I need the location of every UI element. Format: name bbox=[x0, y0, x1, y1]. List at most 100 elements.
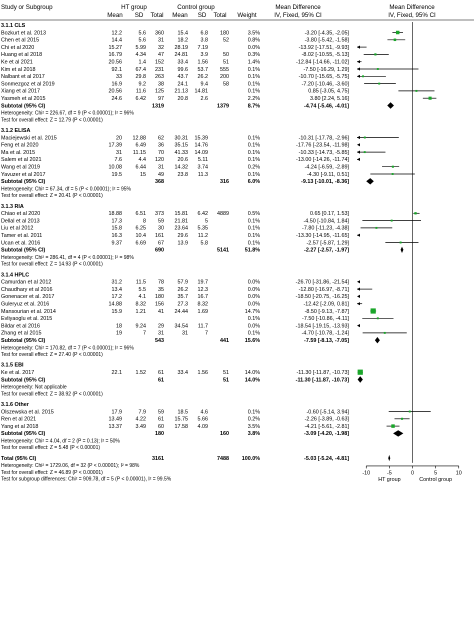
study-row-0-9-weight: 2.2% bbox=[248, 96, 260, 102]
header-total-2: Total bbox=[213, 12, 226, 19]
study-row-3-2-sd2: 16.7 bbox=[198, 294, 209, 300]
study-row-1-1-ci-line-arrow-left bbox=[357, 143, 360, 147]
study-row-5-1-mean2: 15.75 bbox=[175, 417, 189, 423]
study-row-1-1-total1: 36 bbox=[158, 143, 164, 149]
study-row-3-7-square bbox=[383, 331, 386, 334]
study-row-4-0-mean1: 22.1 bbox=[112, 370, 123, 376]
study-row-2-4-mean1: 9.37 bbox=[112, 240, 123, 246]
study-row-5-1-square bbox=[401, 417, 404, 420]
study-row-2-1-mean2: 21.81 bbox=[175, 218, 189, 224]
study-row-0-6-weight: 0.1% bbox=[248, 74, 260, 80]
study-row-2-0-mean2: 15.81 bbox=[175, 211, 189, 217]
study-row-2-4-weight: 0.1% bbox=[248, 240, 260, 246]
study-row-0-2-name: Chi et al 2020 bbox=[1, 45, 34, 51]
study-row-2-4-sd2: 5.8 bbox=[201, 240, 209, 246]
study-row-1-2-ci-line-arrow-left bbox=[357, 150, 360, 154]
study-row-1-0-mean1: 20 bbox=[116, 135, 122, 141]
study-row-2-1-mean1: 17.3 bbox=[112, 218, 123, 224]
study-row-0-0-mean2: 15.4 bbox=[178, 30, 189, 36]
study-row-0-7-square bbox=[378, 82, 381, 85]
study-row-2-4-name: Ucan et al. 2016 bbox=[1, 240, 40, 246]
study-row-2-2-mean2: 23.64 bbox=[175, 226, 189, 232]
study-row-4-0-total1: 61 bbox=[158, 370, 164, 376]
study-row-3-1-mean2: 26.2 bbox=[178, 287, 189, 293]
heterogeneity-0: Heterogeneity: Chi² = 226.67, df = 9 (P … bbox=[1, 111, 134, 117]
subgroup-title-3: 3.1.4 HPLC bbox=[1, 272, 29, 278]
study-row-0-1-mean2: 18.2 bbox=[178, 38, 189, 44]
study-row-4-0-sd2: 1.56 bbox=[198, 370, 209, 376]
header-study: Study or Subgroup bbox=[1, 4, 53, 11]
study-row-3-5-weight: 0.1% bbox=[248, 316, 260, 322]
study-row-3-4-sd2: 1.69 bbox=[198, 309, 209, 315]
subgroup-title-4: 3.1.5 EBI bbox=[1, 363, 24, 369]
study-row-1-3-mean2: 20.6 bbox=[178, 157, 189, 163]
study-row-2-3-ci-line-arrow-left bbox=[357, 233, 360, 237]
study-row-0-5-mean2: 99.6 bbox=[178, 67, 189, 73]
study-row-2-2-mean1: 15.8 bbox=[112, 226, 123, 232]
total-diamond bbox=[388, 454, 391, 462]
subtotal-row-3-total2: 441 bbox=[220, 338, 229, 344]
heterogeneity-5: Heterogeneity: Chi² = 4.04, df = 2 (P = … bbox=[1, 439, 120, 445]
overall-effect-1: Test for overall effect: Z = 20.41 (P < … bbox=[1, 193, 103, 199]
study-row-3-7-name: Zhang et al 2015 bbox=[1, 331, 41, 337]
study-row-1-2-mean1: 31 bbox=[116, 150, 122, 156]
study-row-3-3-mean2: 27.3 bbox=[178, 302, 189, 308]
study-row-3-1-total1: 35 bbox=[158, 287, 164, 293]
study-row-3-3-sd1: 8.32 bbox=[136, 302, 147, 308]
subtotal-row-2-total2: 5141 bbox=[217, 248, 229, 254]
study-row-5-2-mean1: 13.37 bbox=[109, 424, 123, 430]
study-row-0-1-sd2: 3.8 bbox=[201, 38, 209, 44]
study-row-0-4-mean2: 33.4 bbox=[178, 60, 189, 66]
header-mean-1: Mean bbox=[107, 12, 123, 19]
study-row-0-9-sd2: 2.6 bbox=[201, 96, 209, 102]
study-row-5-1-weight: 0.2% bbox=[248, 417, 260, 423]
study-row-0-0-ci: -3.20 [-4.35, -2.05] bbox=[305, 30, 350, 36]
study-row-2-3-mean1: 16.3 bbox=[112, 233, 123, 239]
subtotal-row-5-total2: 160 bbox=[220, 431, 229, 437]
study-row-5-1-sd2: 5.66 bbox=[198, 417, 209, 423]
study-row-1-2-sd1: 11.15 bbox=[133, 150, 146, 156]
study-row-1-0-total1: 62 bbox=[158, 135, 164, 141]
study-row-3-1-sd2: 12.3 bbox=[198, 287, 209, 293]
subtotal-row-5-total1: 180 bbox=[155, 431, 164, 437]
study-row-0-6-total1: 263 bbox=[155, 74, 164, 80]
study-row-1-0-name: Maciejewski et al. 2015 bbox=[1, 135, 57, 141]
study-row-2-1-square bbox=[390, 219, 393, 222]
study-row-3-2-weight: 0.0% bbox=[248, 294, 260, 300]
study-row-1-2-mean2: 41.33 bbox=[175, 150, 189, 156]
study-row-5-1-mean1: 13.49 bbox=[109, 417, 123, 423]
study-row-0-2-total1: 32 bbox=[158, 45, 164, 51]
overall-effect-2: Test for overall effect: Z = 14.93 (P < … bbox=[1, 262, 103, 268]
study-row-1-1-sd2: 14.76 bbox=[195, 143, 209, 149]
study-row-1-0-sd2: 15.39 bbox=[195, 135, 209, 141]
study-row-3-1-sd1: 5.5 bbox=[139, 287, 147, 293]
study-row-4-0-mean2: 33.4 bbox=[178, 370, 189, 376]
study-row-3-4-mean2: 24.44 bbox=[175, 309, 189, 315]
study-row-0-5-weight: 0.1% bbox=[248, 67, 260, 73]
study-row-1-2-sd2: 14.09 bbox=[195, 150, 209, 156]
study-row-2-2-name: Liu et al 2012 bbox=[1, 226, 33, 232]
study-row-3-0-name: Camurdan et al 2012 bbox=[1, 280, 51, 286]
subgroup-differences: Test for subgroup differences: Chi² = 90… bbox=[1, 477, 172, 483]
study-row-1-4-name: Wang et al 2019 bbox=[1, 165, 40, 171]
study-row-2-0-weight: 0.5% bbox=[248, 211, 260, 217]
subtotal-row-0-label: Subtotal (95% CI) bbox=[1, 103, 46, 109]
study-row-2-2-total1: 30 bbox=[158, 226, 164, 232]
study-row-3-3-sd2: 8.32 bbox=[198, 302, 209, 308]
subtotal-row-5-diamond bbox=[393, 430, 404, 437]
study-row-0-6-mean1: 33 bbox=[116, 74, 122, 80]
study-row-1-4-weight: 0.2% bbox=[248, 165, 260, 171]
study-row-0-8-sd2: 14.81 bbox=[195, 89, 209, 95]
study-row-0-2-ci: -13.92 [-17.51, -9.93] bbox=[299, 45, 350, 51]
study-row-1-3-mean1: 7.6 bbox=[115, 157, 123, 163]
study-row-1-0-mean2: 30.31 bbox=[175, 135, 189, 141]
study-row-3-5-ci: -7.50 [-10.86, -4.11] bbox=[302, 316, 349, 322]
overall-effect-4: Test for overall effect: Z = 38.92 (P < … bbox=[1, 391, 103, 397]
subtotal-row-3-total1: 543 bbox=[155, 338, 164, 344]
study-row-0-3-square bbox=[374, 53, 377, 56]
subtotal-row-4-ci: -11.30 [-11.87, -10.73] bbox=[296, 377, 350, 383]
study-row-1-5-sd2: 11.3 bbox=[198, 172, 208, 178]
study-row-2-1-name: Dellal et al 2013 bbox=[1, 218, 40, 224]
x-tick-label-1: -5 bbox=[387, 470, 392, 476]
study-row-3-6-sd1: 9.24 bbox=[136, 323, 147, 329]
